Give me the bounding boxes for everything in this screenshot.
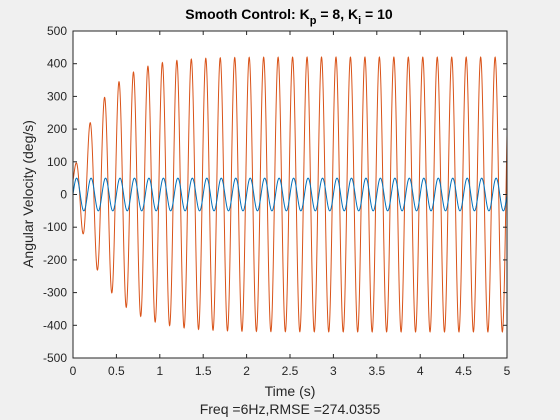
y-tick-label: 100 (47, 155, 67, 169)
y-axis-label: Angular Velocity (deg/s) (20, 120, 36, 268)
y-tick-label: 400 (47, 57, 67, 71)
x-tick-label: 2.5 (282, 364, 299, 378)
y-tick-label: -200 (43, 253, 67, 267)
y-tick-label: -500 (43, 351, 67, 365)
series-line-orange (73, 56, 507, 333)
x-axis-label: Time (s) (265, 383, 316, 399)
y-tick-label: 500 (47, 24, 67, 38)
x-tick-label: 0 (70, 364, 77, 378)
x-tick-label: 3.5 (368, 364, 385, 378)
x-tick-label: 3 (330, 364, 337, 378)
x-tick-label: 2 (243, 364, 250, 378)
y-tick-label: -400 (43, 318, 67, 332)
y-tick-label: -300 (43, 286, 67, 300)
x-tick-label: 4.5 (455, 364, 472, 378)
x-axis: 0 0.5 1 1.5 2 2.5 3 3.5 4 4.5 5 (70, 31, 511, 378)
y-tick-label: 200 (47, 122, 67, 136)
x-tick-label: 0.5 (108, 364, 125, 378)
x-tick-label: 1.5 (195, 364, 212, 378)
y-tick-label: 300 (47, 89, 67, 103)
chart-title: Smooth Control: Kp = 8, Ki = 10 (185, 6, 393, 27)
series-layer (73, 56, 507, 333)
caption: Freq =6Hz,RMSE =274.0355 (200, 401, 381, 417)
y-tick-label: -100 (43, 220, 67, 234)
x-tick-label: 1 (156, 364, 163, 378)
y-axis: -500 -400 -300 -200 -100 0 100 200 300 400 500 (43, 24, 507, 365)
y-tick-label: 0 (60, 188, 67, 202)
x-tick-label: 5 (504, 364, 511, 378)
x-tick-label: 4 (417, 364, 424, 378)
series-line-blue (73, 177, 507, 212)
